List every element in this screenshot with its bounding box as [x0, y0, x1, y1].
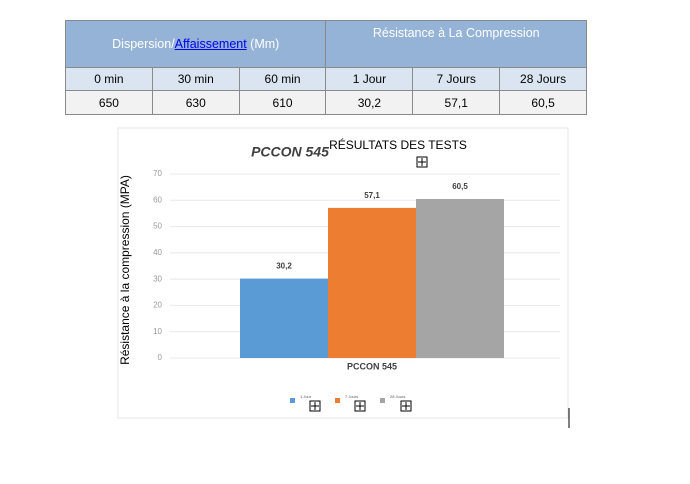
- y-tick-label: 10: [153, 327, 162, 336]
- value-label: 30,2: [276, 262, 292, 271]
- column-header: 60 min: [238, 67, 327, 91]
- bar: [240, 278, 328, 358]
- y-axis-label: Résistance à la compression (MPA): [118, 175, 132, 365]
- value-label: 57,1: [364, 191, 380, 200]
- cell: 630: [151, 90, 240, 115]
- cell: 610: [238, 90, 327, 115]
- column-header: 0 min: [65, 67, 153, 91]
- y-tick-label: 40: [153, 248, 162, 257]
- cell: 30,2: [325, 90, 414, 115]
- cell: 57,1: [412, 90, 501, 115]
- value-label: 60,5: [452, 182, 468, 191]
- legend-marker: [380, 398, 385, 403]
- legend-label: 7 Jours: [345, 394, 358, 399]
- chart-title: PCCON 545: [251, 144, 329, 160]
- header-cell: Résistance à La Compression: [325, 20, 587, 68]
- results-table: Dispersion/Affaissement (Mm) Résistance …: [64, 20, 587, 115]
- x-tick-label: PCCON 545: [347, 361, 397, 371]
- link[interactable]: Affaissement: [174, 37, 247, 51]
- legend-label: 28 Jours: [390, 394, 405, 399]
- y-tick-label: 60: [153, 195, 162, 204]
- legend-marker: [335, 398, 340, 403]
- chart-subtitle: RÉSULTATS DES TESTS: [329, 137, 467, 152]
- header-cell: Dispersion/Affaissement (Mm): [64, 20, 327, 68]
- header-text: Dispersion/: [112, 37, 175, 51]
- cell: 60,5: [499, 90, 587, 115]
- y-tick-label: 0: [158, 353, 163, 362]
- bar: [416, 198, 504, 358]
- y-tick-label: 30: [153, 274, 162, 283]
- y-tick-label: 70: [153, 169, 162, 178]
- y-tick-label: 50: [153, 222, 162, 231]
- column-header: 30 min: [151, 67, 240, 91]
- header-text: (Mm): [246, 37, 280, 51]
- legend-label: 1 Jour: [300, 394, 312, 399]
- plus-icon: [309, 156, 428, 412]
- column-header: 28 Jours: [499, 67, 587, 91]
- bar: [328, 207, 416, 358]
- data-row: 650 630 610 30,2 57,1 60,5: [65, 90, 587, 115]
- cell: 650: [65, 90, 153, 115]
- legend-marker: [290, 398, 295, 403]
- y-tick-label: 20: [153, 301, 162, 310]
- column-row: 0 min 30 min 60 min 1 Jour 7 Jours 28 Jours: [65, 67, 587, 91]
- column-header: 7 Jours: [412, 67, 501, 91]
- header-row: Dispersion/Affaissement (Mm) Résistance …: [64, 20, 587, 68]
